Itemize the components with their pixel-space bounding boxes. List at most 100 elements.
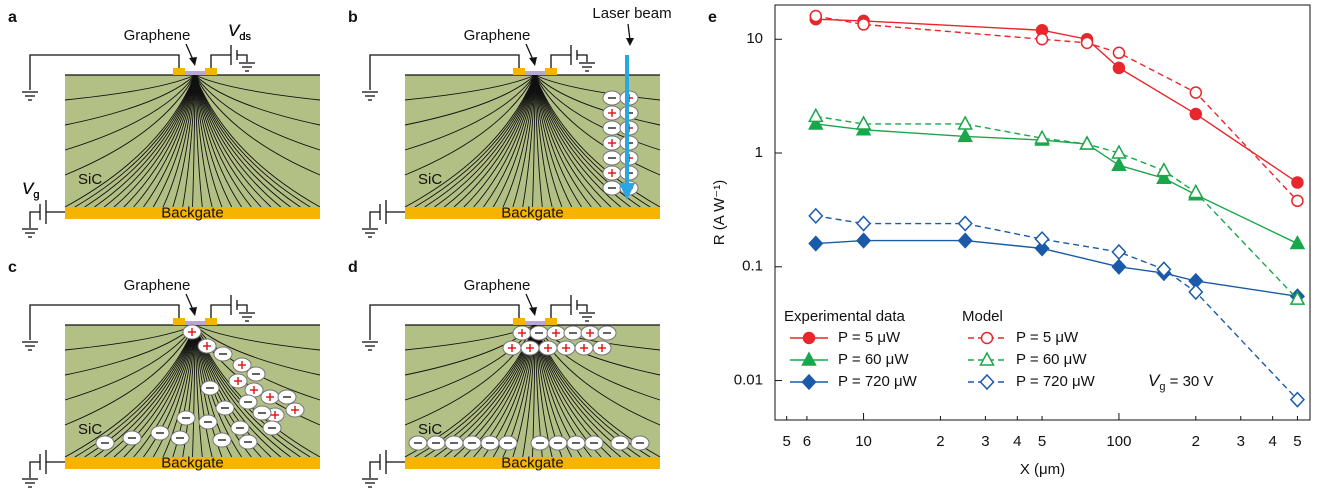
electrode — [545, 318, 557, 325]
wire — [237, 55, 247, 62]
marker — [1112, 158, 1125, 170]
electrode — [173, 318, 185, 325]
graphene — [525, 321, 545, 325]
graphene — [185, 71, 205, 75]
wire — [551, 55, 571, 68]
marker — [1157, 164, 1170, 176]
schematic-panel: b Backgate SiC Graphene Laser beam — [348, 5, 672, 237]
marker — [809, 209, 822, 223]
x-tick-label: 10 — [855, 433, 872, 450]
figure: aBackgateSiCGrapheneVdsVgbBackgateSiCGra… — [0, 0, 1321, 489]
panel-label: c — [8, 259, 17, 276]
wire — [577, 305, 587, 312]
legend-title: Model — [962, 308, 1003, 325]
marker — [1037, 34, 1048, 45]
schematic-panel: dBackgateSiCGraphene — [348, 259, 660, 487]
legend-label: P = 720 μW — [838, 373, 918, 390]
series-line — [816, 116, 1298, 299]
y-tick-label: 0.01 — [734, 372, 763, 389]
substrate-label: SiC — [418, 421, 442, 438]
arrowhead — [626, 38, 634, 46]
series-line — [816, 124, 1298, 244]
legend-marker — [804, 333, 815, 344]
marker — [959, 129, 972, 141]
x-tick-label: 3 — [981, 433, 989, 450]
laser-label: Laser beam — [592, 5, 671, 22]
marker — [1292, 195, 1303, 206]
wire — [577, 55, 587, 62]
marker — [959, 117, 972, 129]
x-tick-label: 5 — [783, 433, 791, 450]
substrate-label: SiC — [78, 171, 102, 188]
y-tick-label: 0.1 — [742, 258, 763, 275]
wire — [211, 305, 231, 318]
x-tick-label: 4 — [1013, 433, 1021, 450]
marker — [810, 11, 821, 22]
graphene — [185, 321, 205, 325]
marker — [1291, 237, 1304, 249]
panel-label: a — [8, 9, 17, 26]
wire — [30, 462, 40, 478]
legend-marker — [982, 333, 993, 344]
marker — [809, 237, 822, 251]
graphene-label: Graphene — [464, 277, 531, 294]
marker — [858, 19, 869, 30]
wire — [370, 212, 380, 228]
x-tick-label: 100 — [1106, 433, 1131, 450]
panel-label: e — [708, 9, 717, 26]
marker — [1112, 260, 1125, 274]
marker — [1292, 177, 1303, 188]
electrode — [173, 68, 185, 75]
x-tick-label: 2 — [936, 433, 944, 450]
arrowhead — [529, 57, 537, 66]
marker — [1190, 109, 1201, 120]
x-tick-label: 6 — [803, 433, 811, 450]
y-tick-label: 1 — [755, 144, 763, 161]
marker — [1082, 37, 1093, 48]
subscript: ds — [239, 31, 251, 43]
graphene — [525, 71, 545, 75]
arrowhead — [189, 307, 197, 316]
laser-beam — [625, 55, 629, 185]
electrode — [205, 318, 217, 325]
legend-label: P = 60 μW — [1016, 351, 1087, 368]
legend-marker — [981, 353, 994, 365]
wire — [211, 55, 231, 68]
legend-title: Experimental data — [784, 308, 906, 325]
marker — [1190, 87, 1201, 98]
electrode — [205, 68, 217, 75]
wire — [551, 305, 571, 318]
y-tick-label: 10 — [746, 30, 763, 47]
legend-marker — [803, 353, 816, 365]
marker — [959, 234, 972, 248]
legend-label: P = 5 μW — [838, 329, 901, 346]
marker — [1189, 185, 1202, 197]
y-axis-label: R (A W⁻¹) — [711, 180, 728, 245]
wire — [237, 305, 247, 312]
arrowhead — [189, 57, 197, 66]
annotation: Vg = 30 V — [1148, 371, 1213, 392]
marker — [1113, 47, 1124, 58]
panel-label: b — [348, 9, 358, 26]
backgate-label: Backgate — [501, 204, 564, 221]
electrode — [545, 68, 557, 75]
marker — [857, 217, 870, 231]
vds-label: Vds — [228, 21, 251, 42]
marker — [1112, 245, 1125, 259]
legend-label: P = 720 μW — [1016, 373, 1096, 390]
backgate-label: Backgate — [501, 454, 564, 471]
subscript: g — [33, 189, 39, 201]
wire — [370, 462, 380, 478]
substrate-label: SiC — [78, 421, 102, 438]
text: = 30 V — [1165, 373, 1213, 390]
marker — [959, 217, 972, 231]
legend-marker — [981, 375, 994, 389]
legend-label: P = 60 μW — [838, 351, 909, 368]
graphene-label: Graphene — [124, 27, 191, 44]
marker — [1036, 232, 1049, 246]
graphene-label: Graphene — [464, 27, 531, 44]
substrate-label: SiC — [418, 171, 442, 188]
legend-marker — [803, 375, 816, 389]
